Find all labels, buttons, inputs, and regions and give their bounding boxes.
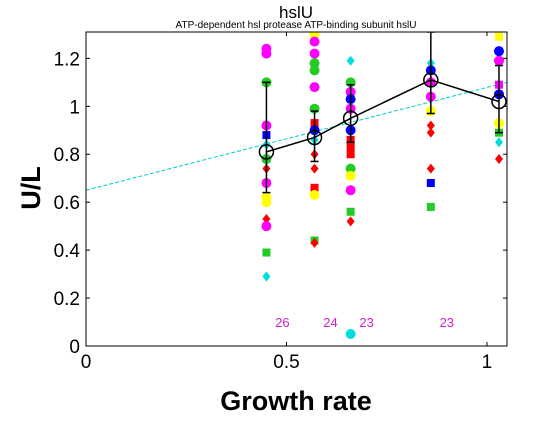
y-tick-label: 0 [69, 337, 80, 358]
data-point [494, 137, 503, 148]
count-label: 23 [440, 315, 454, 330]
data-point [345, 185, 356, 196]
y-tick-label: 0.6 [54, 193, 80, 214]
data-point [426, 163, 435, 174]
y-tick-label: 1.2 [54, 49, 80, 70]
data-point [346, 55, 355, 66]
data-point [346, 216, 355, 227]
data-point [345, 329, 356, 340]
y-tick-label: 0.4 [54, 241, 81, 262]
data-point [310, 163, 319, 174]
x-axis: 0 0.5 1 [81, 32, 493, 373]
x-tick-label: 0 [81, 352, 92, 373]
count-label: 24 [323, 315, 337, 330]
x-axis-label: Growth rate [220, 386, 372, 416]
data-point [262, 248, 271, 257]
data-point [345, 163, 356, 174]
mean-marker [258, 144, 275, 160]
axes-box [85, 31, 508, 347]
mean-line [266, 79, 500, 153]
data-point [309, 58, 320, 69]
data-point [426, 179, 435, 188]
data-point [426, 127, 435, 138]
data-point [345, 170, 356, 181]
chart-subtitle: ATP-dependent hsl protease ATP-binding s… [176, 20, 417, 31]
data-point [309, 82, 320, 93]
data-point [493, 46, 504, 57]
data-point [346, 207, 355, 216]
data-point [346, 143, 355, 152]
data-point [309, 65, 320, 76]
data-point [310, 237, 319, 248]
data-point [309, 36, 320, 47]
chart-title: hslU [279, 3, 313, 22]
count-label: 23 [359, 315, 373, 330]
y-axis-label: U/L [16, 166, 46, 210]
data-point [493, 55, 504, 66]
data-point [494, 32, 503, 41]
data-point [494, 154, 503, 165]
plot-area: 26 24 23 23 15 [86, 32, 522, 340]
mean-marker [423, 72, 439, 88]
trend-line [86, 81, 507, 191]
data-point [261, 48, 272, 59]
data-point [261, 221, 272, 232]
y-tick-label: 1 [69, 97, 80, 118]
y-tick-label: 0.2 [54, 289, 80, 310]
data-point [310, 183, 319, 192]
data-point [426, 120, 435, 131]
x-tick-label: 1 [482, 352, 493, 373]
count-label: 15 [508, 315, 522, 330]
mean-marker [306, 129, 323, 146]
data-point [261, 197, 272, 208]
count-label: 26 [275, 315, 289, 330]
x-tick-label: 0.5 [273, 352, 299, 373]
mean-marker [491, 93, 507, 110]
data-point [309, 48, 320, 59]
data-point [309, 189, 320, 200]
y-tick-label: 0.8 [54, 145, 80, 166]
data-point [262, 213, 271, 224]
mean-marker [342, 110, 359, 127]
y-axis: 0 0.2 0.4 0.6 0.8 1 1.2 [54, 49, 507, 358]
data-point [426, 202, 435, 211]
data-point [262, 271, 271, 282]
data-point [346, 150, 355, 159]
